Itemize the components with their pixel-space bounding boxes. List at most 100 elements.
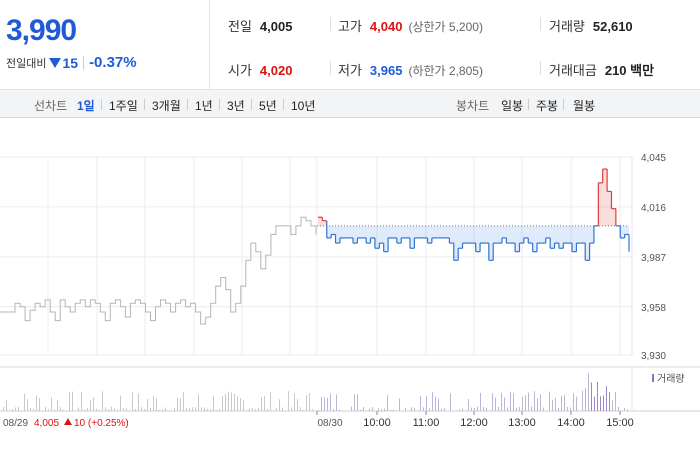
volume-bar <box>567 406 568 411</box>
tab-1y[interactable]: 1년 <box>195 99 213 113</box>
volume-bar <box>501 392 502 411</box>
price-fill-segment <box>418 225 424 238</box>
price-fill-segment <box>318 217 323 226</box>
prev-close-label: 전일 <box>228 19 252 34</box>
volume-bar <box>81 391 82 411</box>
price-fill-segment <box>611 208 616 226</box>
volume-bar <box>111 406 112 411</box>
price-fill-segment <box>322 220 327 226</box>
volume-bar <box>120 395 121 411</box>
price-fill-segment <box>515 225 520 252</box>
tab-1d[interactable]: 1일 <box>77 99 95 113</box>
tab-3m[interactable]: 3개월 <box>152 99 181 113</box>
price-panel: 3,990 전일대비 15 -0.37% 전일 4,005 고가 4,040 (… <box>0 0 700 90</box>
tab-5y[interactable]: 5년 <box>259 99 277 113</box>
volume-bar <box>18 406 19 411</box>
volume-bar <box>228 391 229 411</box>
price-fill-segment <box>335 225 340 244</box>
price-fill-segment <box>501 225 507 238</box>
volume-bar <box>297 399 298 411</box>
volume-bar <box>504 397 505 411</box>
current-price: 3,990 <box>6 14 77 47</box>
volume-bar <box>552 399 553 411</box>
volume-bar <box>195 407 196 411</box>
volume-bar <box>159 409 160 411</box>
volume-bar <box>141 407 142 411</box>
low-value: 3,965 <box>369 63 403 78</box>
high-value: 4,040 <box>369 19 403 34</box>
price-fill-segment <box>401 225 406 238</box>
volume-legend-label: 거래량 <box>657 373 685 385</box>
volume-bar <box>441 408 442 411</box>
volume-bar <box>594 396 595 411</box>
volume-bar <box>468 398 469 411</box>
volume-bar <box>225 393 226 411</box>
amount-value: 210 백만 <box>604 63 655 78</box>
volume-bar <box>177 397 178 411</box>
change-label: 전일대비 <box>6 57 47 70</box>
volume-bar <box>162 409 163 411</box>
volume-bar <box>78 407 79 411</box>
tab-3y[interactable]: 3년 <box>227 99 245 113</box>
amount-label: 거래대금 <box>549 63 597 78</box>
volume-bar <box>15 407 16 411</box>
upper-limit: (상한가 5,200) <box>408 20 483 34</box>
volume-bar <box>411 407 412 411</box>
volume-bar <box>618 406 619 411</box>
volume-bar <box>591 382 592 411</box>
x-axis-labels: 08/30 10:00 11:00 12:00 13:00 14:00 15:00 08/29… <box>3 411 634 429</box>
price-fill-segment <box>488 225 494 261</box>
x-tick-label: 15:00 <box>606 417 634 429</box>
volume-bar <box>54 409 55 411</box>
price-fill-segment <box>523 225 529 238</box>
price-fill-segment <box>598 182 603 226</box>
divider <box>540 17 541 31</box>
line-chart-label: 선차트 <box>34 99 68 113</box>
volume-bar <box>354 394 355 411</box>
volume-bar <box>588 373 589 411</box>
volume-bar <box>99 409 100 411</box>
price-fill-segment <box>348 225 354 238</box>
volume-bar <box>198 394 199 411</box>
volume-bar <box>561 395 562 411</box>
price-fill-segment <box>572 225 577 252</box>
volume-bar <box>390 409 391 411</box>
chart-period-tabbar: 선차트 1일 1주일 3개월 1년 3년 5년 10년 봉차트 일봉 주봉 월봉 <box>0 90 700 118</box>
price-fill-segment <box>580 225 586 244</box>
price-fill-segment <box>532 225 538 252</box>
volume-bar <box>609 392 610 411</box>
volume-bar <box>165 407 166 411</box>
price-fill-segment <box>528 225 533 244</box>
price-fill-segment <box>620 225 625 238</box>
volume-bar <box>480 392 481 411</box>
volume-bar <box>327 397 328 411</box>
volume-bar <box>555 397 556 411</box>
volume-bar <box>462 408 463 411</box>
volume-bar <box>414 407 415 411</box>
volume-bar <box>114 408 115 411</box>
volume-bar <box>147 398 148 411</box>
price-fill-segment <box>392 225 397 238</box>
volume-bar <box>531 406 532 411</box>
price-fill-segment <box>567 225 573 244</box>
volume-bar <box>486 407 487 411</box>
tab-1w[interactable]: 1주일 <box>109 99 138 113</box>
price-fill-segment <box>554 225 559 244</box>
volume-bar <box>270 391 271 411</box>
price-fill-segment <box>331 225 336 235</box>
volume-bar <box>33 408 34 411</box>
volume-bar <box>60 407 61 411</box>
volume-bar <box>63 409 64 411</box>
tab-daily-candle[interactable]: 일봉 <box>501 99 524 113</box>
tab-monthly-candle[interactable]: 월봉 <box>573 99 596 113</box>
tab-10y[interactable]: 10년 <box>291 99 316 113</box>
volume-bar <box>435 396 436 411</box>
volume-bar <box>312 408 313 411</box>
tab-weekly-candle[interactable]: 주봉 <box>536 99 559 113</box>
volume-bar <box>6 399 7 411</box>
volume-bar <box>543 407 544 411</box>
volume-bar <box>603 395 604 411</box>
price-fill-segment <box>344 225 349 238</box>
volume-bar <box>183 391 184 411</box>
lower-limit: (하한가 2,805) <box>408 64 483 78</box>
